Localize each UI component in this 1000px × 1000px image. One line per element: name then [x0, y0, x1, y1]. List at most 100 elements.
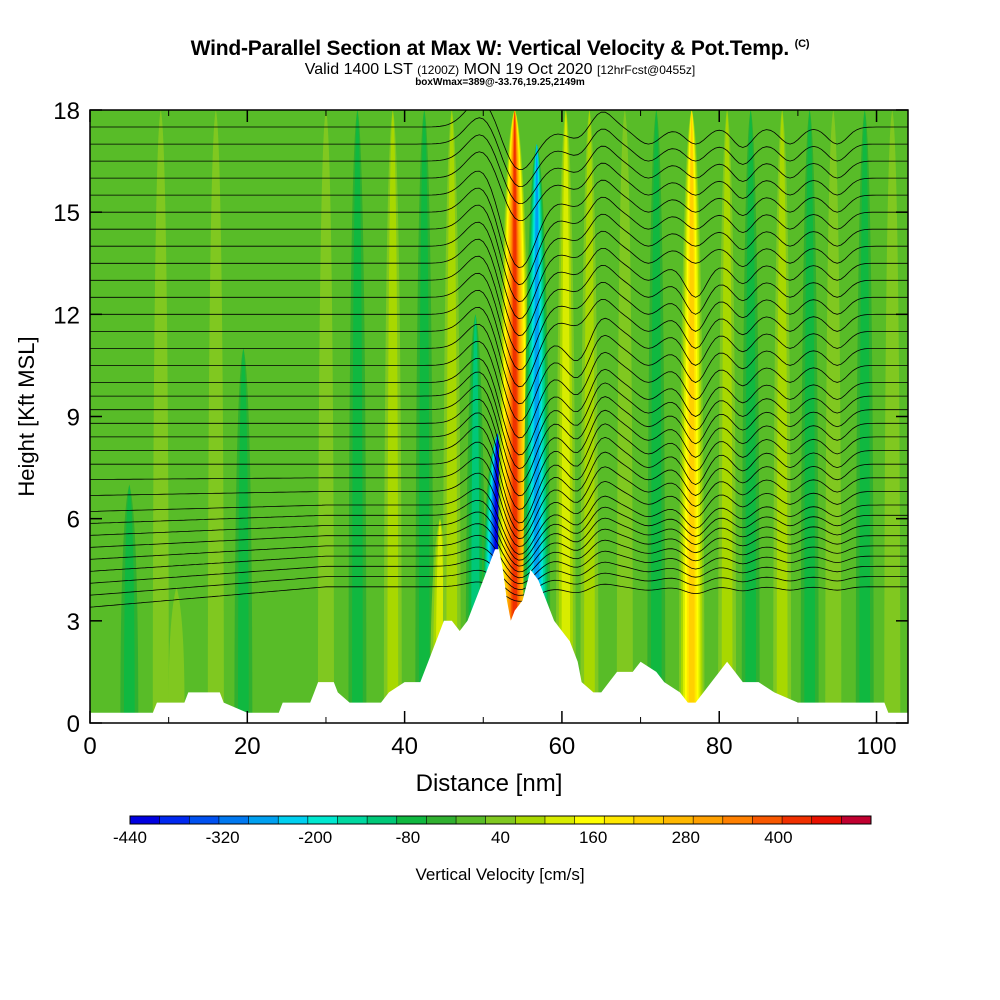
isentrope: [90, 170, 908, 269]
colorbar-swatch: [248, 816, 279, 824]
isentrope: [90, 398, 908, 497]
x-tick-label: 60: [549, 733, 576, 760]
valid-date: MON 19 Oct 2020: [463, 61, 593, 78]
colorbar-swatch: [782, 816, 813, 824]
colorbar-tick-label: -80: [396, 828, 421, 847]
colorbar-tick-label: -320: [206, 828, 240, 847]
colorbar-swatch: [515, 816, 546, 824]
colorbar-swatch: [574, 816, 605, 824]
x-tick-label: 40: [391, 733, 418, 760]
isentrope: [90, 511, 908, 567]
x-axis-label: Distance [nm]: [416, 770, 563, 797]
w-band: [237, 348, 249, 723]
isentrope: [90, 412, 908, 510]
colorbar-swatch: [544, 816, 575, 824]
chart-title-text: Wind-Parallel Section at Max W: Vertical…: [190, 37, 790, 60]
x-tick-label: 100: [857, 733, 897, 760]
y-tick-label: 6: [67, 507, 80, 534]
colorbar-swatch: [307, 816, 338, 824]
w-band: [616, 110, 633, 723]
w-column: [234, 348, 253, 723]
colorbar-swatch: [811, 816, 842, 824]
plot-area: [90, 110, 908, 723]
isentrope: [90, 272, 908, 371]
y-tick-label: 18: [53, 98, 80, 125]
isentrope: [90, 117, 908, 188]
isentrope: [90, 499, 908, 561]
isentrope: [90, 134, 908, 205]
colorbar-tick-label: 40: [491, 828, 510, 847]
colorbar-tick-label: 160: [579, 828, 607, 847]
isentrope: [90, 457, 908, 540]
isentrope: [90, 221, 908, 320]
w-column: [580, 110, 599, 723]
isentrope: [90, 255, 908, 354]
y-tick-label: 12: [53, 302, 80, 329]
w-band: [168, 586, 185, 723]
colorbar-swatch: [426, 816, 457, 824]
isentrope: [90, 306, 908, 405]
colorbar-swatch: [159, 816, 190, 824]
colorbar-swatch: [722, 816, 753, 824]
colorbar-swatch: [218, 816, 249, 824]
w-band: [446, 110, 458, 723]
isentrope: [90, 204, 908, 303]
isentrope: [90, 323, 908, 422]
w-column: [442, 110, 461, 723]
isentrope: [90, 472, 908, 547]
x-tick-label: 80: [706, 733, 733, 760]
isentrope: [90, 110, 908, 170]
colorbar-swatch: [278, 816, 309, 824]
y-axis-label: Height [Kft MSL]: [14, 336, 39, 496]
axes: 0 20 40 60 80 100 0 3 6 9 12 15 18 Distance [nm] Heigh…: [14, 98, 908, 797]
isentrope: [90, 357, 908, 456]
forecast-info: [12hrFcst@0455z]: [597, 63, 696, 77]
w-band: [688, 110, 695, 723]
colorbar-label: Vertical Velocity [cm/s]: [415, 865, 584, 884]
y-tick-label: 0: [67, 711, 80, 738]
isentrope: [90, 340, 908, 439]
colorbar-swatch: [367, 816, 398, 824]
y-tick-label: 15: [53, 200, 80, 227]
colorbar-swatch: [841, 816, 872, 824]
x-tick-label: 20: [234, 733, 261, 760]
w-column: [800, 110, 819, 723]
isentrope: [90, 488, 908, 555]
terrain: [90, 549, 908, 723]
colorbar-frame: [129, 815, 872, 825]
colorbar-swatch: [130, 816, 161, 824]
y-tick-label: 9: [67, 405, 80, 432]
colorbar-swatch: [752, 816, 783, 824]
box-wmax-subtitle: boxWmax=389@-33.76,19.25,2149m: [415, 77, 585, 88]
colorbar-swatch: [663, 816, 694, 824]
isentrope: [90, 238, 908, 337]
valid-prefix: Valid 1400 LST: [304, 61, 413, 78]
colorbar-tick-label: 400: [764, 828, 792, 847]
w-band: [561, 110, 571, 723]
w-band: [650, 110, 662, 723]
valid-time-line: Valid 1400 LST (1200Z) MON 19 Oct 2020 […: [0, 61, 1000, 79]
isentrope: [90, 385, 908, 483]
w-column: [168, 586, 185, 723]
colorbar-swatch: [485, 816, 516, 824]
valid-utc: (1200Z): [417, 63, 460, 77]
w-band: [584, 110, 595, 723]
w-band: [804, 110, 816, 723]
colorbar-swatch: [604, 816, 635, 824]
colorbar-swatch: [456, 816, 487, 824]
isentrope: [90, 441, 908, 532]
x-tick-label: 0: [83, 733, 96, 760]
colorbar-swatch: [337, 816, 368, 824]
w-column: [555, 110, 576, 723]
colorbar-swatch: [693, 816, 724, 824]
w-column: [616, 110, 633, 723]
copyright-mark: (C): [794, 38, 810, 50]
isentrope: [90, 289, 908, 388]
colorbar-tick-label: -200: [298, 828, 332, 847]
isentrope: [90, 426, 908, 524]
colorbar: -440 -320 -200 -80 40 160 280 400 Vertical Veloc…: [113, 815, 872, 884]
colorbar-tick-label: -440: [113, 828, 147, 847]
chart-title: Wind-Parallel Section at Max W: Vertical…: [0, 37, 1000, 61]
isentrope: [90, 523, 908, 573]
